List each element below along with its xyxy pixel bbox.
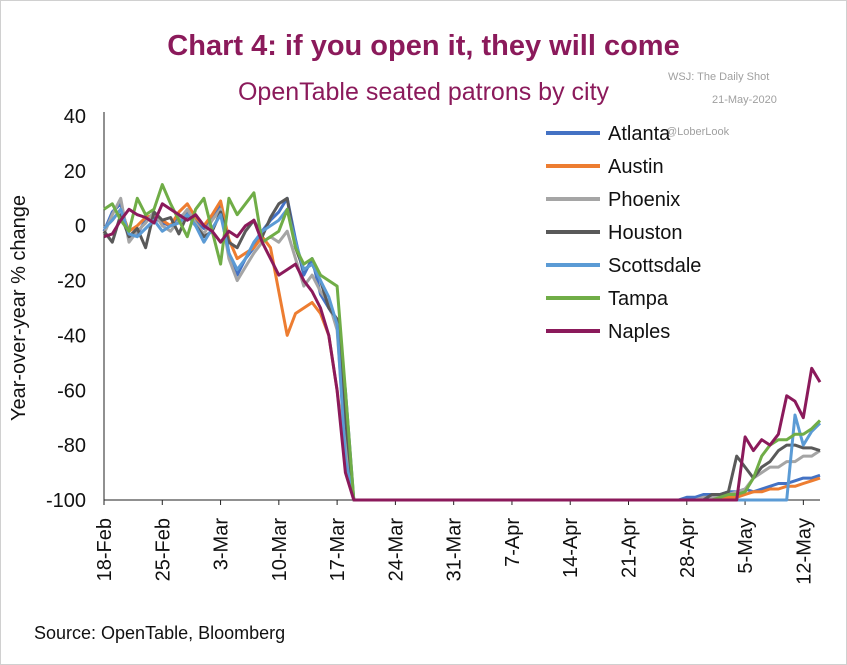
legend-label: Naples [608,321,670,343]
watermark-line-3: @LoberLook [666,126,730,138]
x-tick-label: 10-Mar [269,518,291,582]
y-tick-label: 0 [75,216,86,238]
y-tick-label: -40 [57,325,86,347]
x-tick-label: 7-Apr [502,518,524,567]
series-line-phoenix [102,196,821,502]
x-tick-label: 21-Apr [619,518,641,578]
series-line-houston [102,196,821,502]
source-note: Source: OpenTable, Bloomberg [34,623,286,643]
y-tick-label: -80 [57,435,86,457]
legend-label: Scottsdale [608,255,701,277]
x-tick-label: 12-May [793,518,815,585]
y-tick-label: -60 [57,380,86,402]
y-tick-label: -20 [57,271,86,293]
x-tick-label: 17-Mar [327,518,349,582]
legend-label: Houston [608,222,683,244]
x-tick-label: 18-Feb [94,518,116,581]
legend-label: Austin [608,156,664,178]
series-line-scottsdale [102,207,822,502]
x-tick-label: 25-Feb [152,518,174,581]
legend-label: Atlanta [608,123,671,145]
y-axis-label: Year-over-year % change [8,195,30,421]
watermark-line-1: WSJ: The Daily Shot [668,71,770,83]
y-tick-label: 40 [64,106,86,128]
watermark-line-2: 21-May-2020 [712,94,777,106]
y-tick-label: -100 [46,490,86,512]
legend-label: Tampa [608,288,669,310]
series-line-naples [103,202,822,502]
series-line-atlanta [102,196,821,502]
series-line-austin [102,199,821,502]
chart-title: Chart 4: if you open it, they will come [167,30,680,62]
chart-subtitle: OpenTable seated patrons by city [237,78,610,106]
legend-label: Phoenix [608,189,680,211]
x-tick-label: 3-Mar [211,518,233,571]
x-tick-label: 14-Apr [560,518,582,578]
x-tick-label: 5-May [735,518,757,574]
x-tick-label: 28-Apr [677,518,699,578]
x-tick-label: 31-Mar [444,518,466,582]
y-tick-label: 20 [64,161,86,183]
x-tick-label: 24-Mar [385,518,407,582]
